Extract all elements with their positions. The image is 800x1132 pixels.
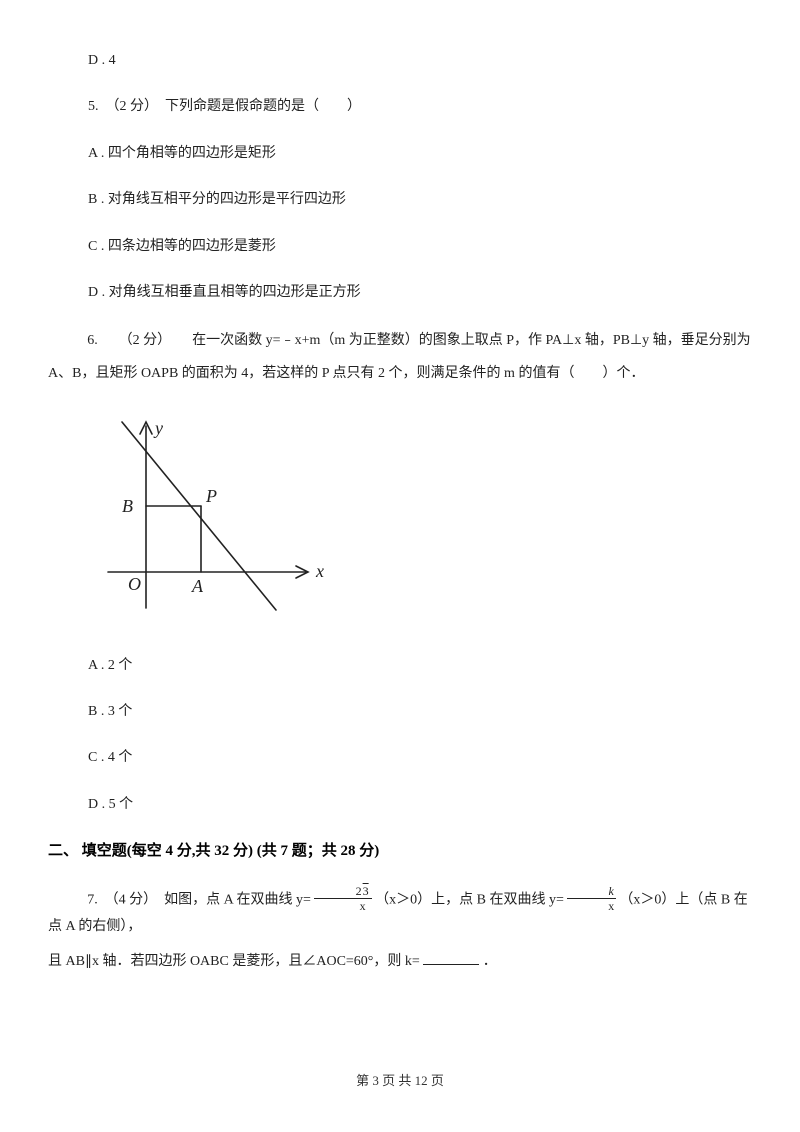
q7-frac2-den: x: [567, 899, 616, 912]
point-o-label: O: [128, 574, 141, 594]
q6-stem-line2: A、B，且矩形 OAPB 的面积为 4，若这样的 P 点只有 2 个，则满足条件…: [48, 361, 752, 388]
q7-line1: 7. （4 分） 如图，点 A 在双曲线 y= 23 x （x＞0）上，点 B …: [48, 887, 752, 941]
q7-line2-post: ．: [483, 954, 497, 969]
q7-text-mid1: （x＞0）上，点 B 在双曲线 y=: [375, 892, 567, 907]
q7-answer-blank[interactable]: [423, 951, 479, 965]
page-footer: 第 3 页 共 12 页: [0, 1071, 800, 1091]
q5-option-b: B . 对角线互相平分的四边形是平行四边形: [48, 189, 752, 211]
q5-option-d: D . 对角线互相垂直且相等的四边形是正方形: [48, 282, 752, 304]
q7-frac1-den: x: [314, 899, 371, 912]
q7-frac2-num: k: [567, 885, 616, 899]
q6-option-b: B . 3 个: [48, 701, 752, 723]
q6-option-d: D . 5 个: [48, 794, 752, 816]
axis-x-label: x: [315, 561, 324, 581]
q6-option-c: C . 4 个: [48, 747, 752, 769]
q7-text-pre: 7. （4 分） 如图，点 A 在双曲线 y=: [87, 892, 314, 907]
q6-figure: y x O A B P: [88, 412, 752, 629]
q6-stem-line1: 6. （2 分） 在一次函数 y=﹣x+m（m 为正整数）的图象上取点 P，作 …: [48, 328, 752, 355]
q5-option-c: C . 四条边相等的四边形是菱形: [48, 236, 752, 258]
q7-line2-pre: 且 AB∥x 轴．若四边形 OABC 是菱形，且∠AOC=60°，则 k=: [48, 954, 423, 969]
q7-line2: 且 AB∥x 轴．若四边形 OABC 是菱形，且∠AOC=60°，则 k= ．: [48, 949, 752, 976]
axis-y-label: y: [153, 418, 163, 438]
q6-option-a: A . 2 个: [48, 655, 752, 677]
point-p-label: P: [205, 486, 217, 506]
point-a-label: A: [191, 576, 204, 596]
q7-frac2: k x: [567, 885, 616, 912]
q4-option-d: D . 4: [48, 50, 752, 72]
q7-frac1: 23 x: [314, 885, 371, 912]
point-b-label: B: [122, 496, 133, 516]
section-2-title: 二、 填空题(每空 4 分,共 32 分) (共 7 题；共 28 分): [48, 840, 752, 863]
q5-stem: 5. （2 分） 下列命题是假命题的是（ ）: [48, 96, 752, 118]
q5-option-a: A . 四个角相等的四边形是矩形: [48, 143, 752, 165]
